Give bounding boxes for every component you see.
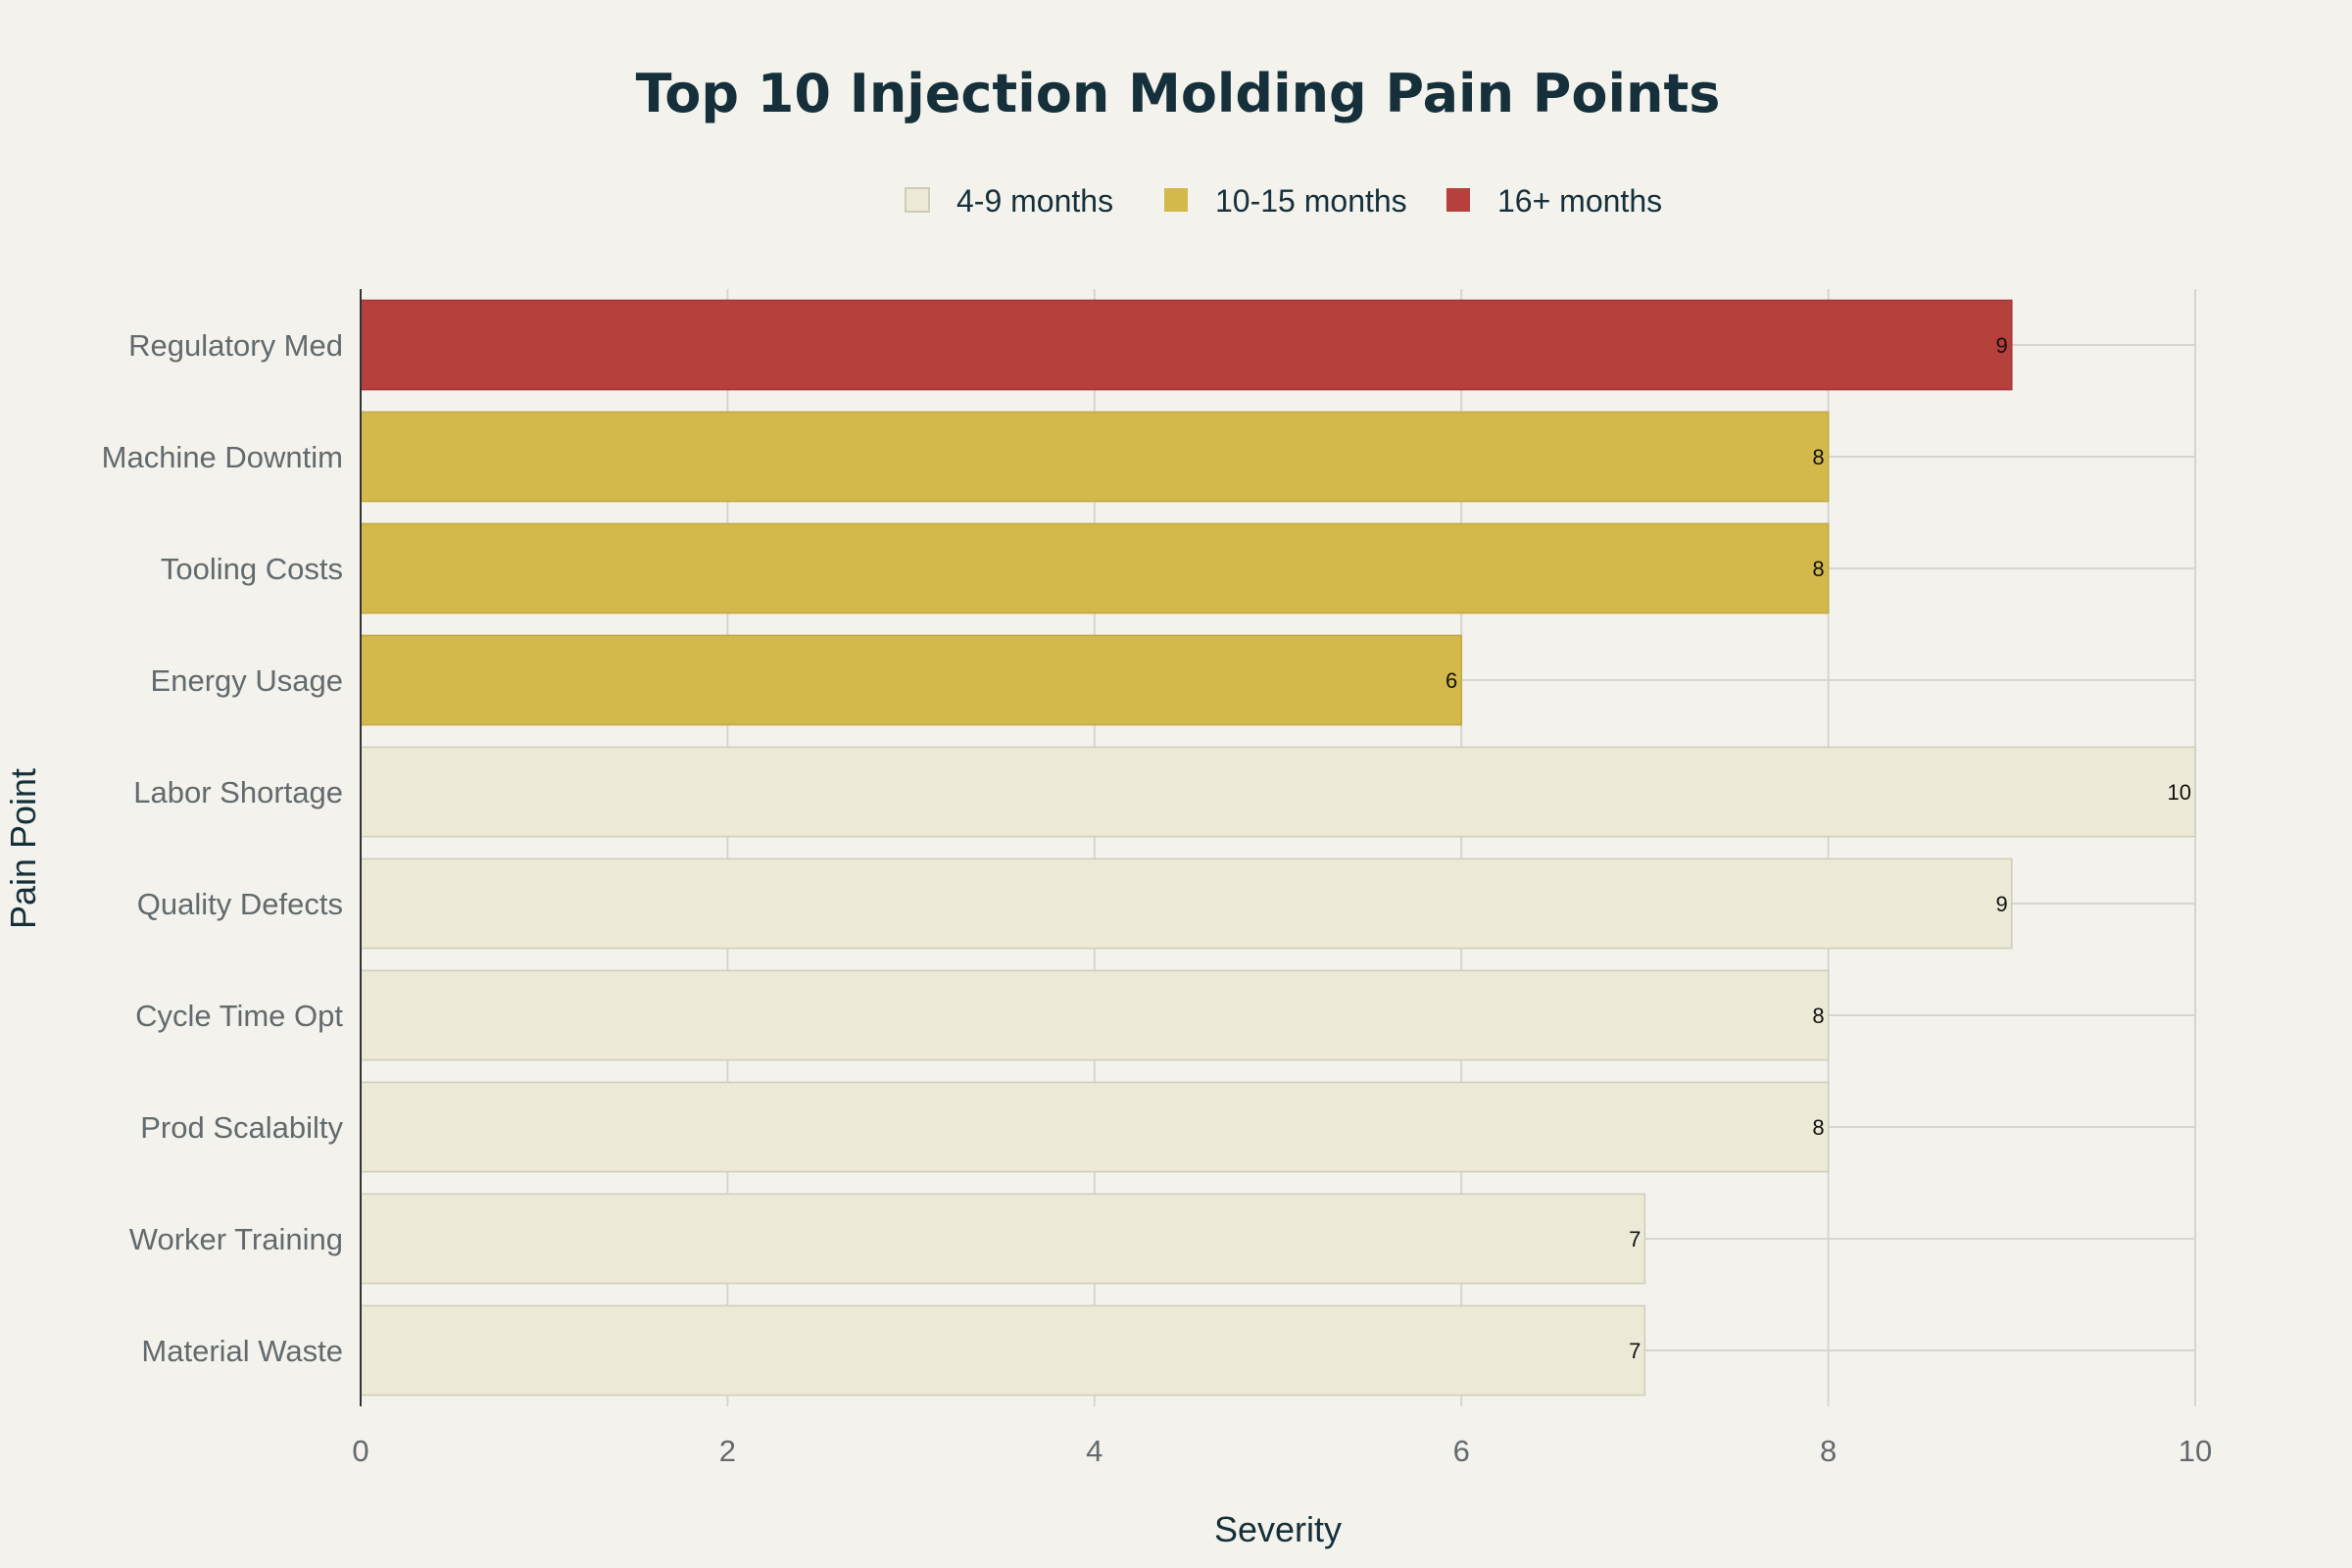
- x-tick-label: 0: [352, 1434, 368, 1468]
- category-label: Machine Downtim: [102, 440, 343, 474]
- chart-title: Top 10 Injection Molding Pain Points: [636, 63, 1721, 124]
- category-label: Quality Defects: [137, 887, 343, 921]
- data-label: 7: [1629, 1227, 1641, 1251]
- data-label: 7: [1629, 1339, 1641, 1363]
- data-label: 9: [1996, 892, 2008, 916]
- bar: [360, 634, 1462, 726]
- legend-item: 10-15 months: [1164, 183, 1407, 219]
- data-label: 10: [2168, 780, 2191, 805]
- category-label: Regulatory Med: [128, 328, 343, 363]
- bar: [360, 858, 2013, 950]
- bars: [360, 299, 2196, 1396]
- legend-label: 16+ months: [1497, 183, 1662, 219]
- x-axis-title: Severity: [1214, 1509, 1342, 1549]
- data-label: 8: [1812, 1004, 1824, 1028]
- x-tick-label: 6: [1453, 1434, 1470, 1468]
- category-label: Energy Usage: [151, 663, 343, 698]
- legend-label: 4-9 months: [956, 183, 1113, 219]
- legend-swatch: [905, 187, 930, 213]
- x-tick-label: 10: [2179, 1434, 2212, 1468]
- bar: [360, 522, 1830, 614]
- bar: [360, 969, 1830, 1061]
- x-tick-labels: 0 2 4 6 8 10: [352, 1434, 2212, 1468]
- bar: [360, 411, 1830, 503]
- category-labels: Regulatory Med Machine Downtim Tooling Cos…: [102, 328, 344, 1368]
- data-labels: 9 8 8 6 10 9 8 8 7 7: [1446, 333, 2191, 1363]
- data-label: 8: [1812, 557, 1824, 581]
- bar: [360, 1081, 1830, 1173]
- legend-swatch: [1446, 188, 1470, 212]
- bar: [360, 299, 2013, 391]
- category-label: Cycle Time Opt: [135, 999, 343, 1033]
- category-label: Worker Training: [129, 1222, 343, 1256]
- bar: [360, 1193, 1646, 1285]
- legend: 4-9 months 10-15 months 16+ months: [905, 183, 1662, 219]
- bar: [360, 1304, 1646, 1396]
- data-label: 9: [1996, 333, 2008, 358]
- x-tick-label: 4: [1086, 1434, 1102, 1468]
- legend-label: 10-15 months: [1215, 183, 1407, 219]
- category-label: Prod Scalabilty: [140, 1110, 343, 1145]
- data-label: 8: [1812, 445, 1824, 469]
- data-label: 8: [1812, 1115, 1824, 1140]
- legend-swatch: [1164, 188, 1188, 212]
- bar: [360, 746, 2196, 838]
- x-tick-label: 8: [1820, 1434, 1837, 1468]
- category-label: Labor Shortage: [133, 775, 343, 809]
- data-label: 6: [1446, 668, 1457, 693]
- legend-item: 4-9 months: [905, 183, 1113, 219]
- category-label: Material Waste: [141, 1334, 343, 1368]
- x-tick-label: 2: [719, 1434, 736, 1468]
- y-axis-title: Pain Point: [3, 768, 43, 929]
- category-label: Tooling Costs: [161, 552, 343, 586]
- legend-item: 16+ months: [1446, 183, 1662, 219]
